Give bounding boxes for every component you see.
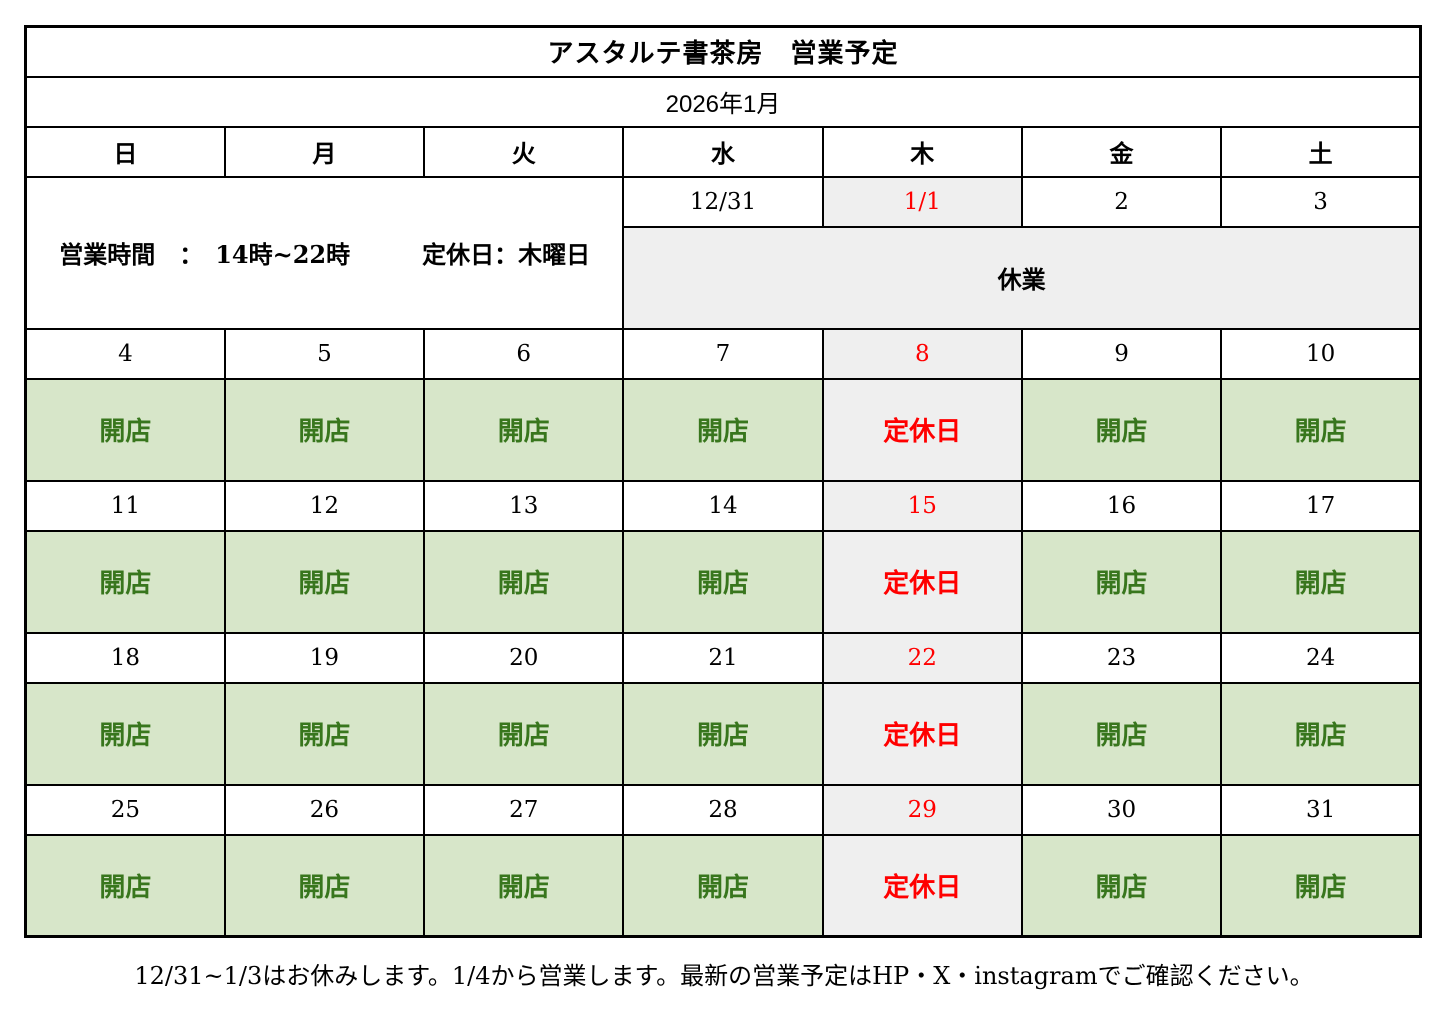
date-cell: 16 [1020, 479, 1223, 532]
status-cell-closed: 定休日 [821, 377, 1023, 482]
date-cell: 5 [223, 327, 426, 380]
status-cell-open: 開店 [1220, 681, 1422, 786]
status-cell-open: 開店 [1220, 529, 1422, 634]
date-cell: 13 [423, 479, 625, 532]
status-cell-open: 開店 [1020, 377, 1223, 482]
date-cell: 2 [1020, 175, 1223, 228]
date-cell: 23 [1020, 631, 1223, 684]
date-cell: 28 [622, 783, 824, 836]
business-info: 営業時間 ： 14時~22時 定休日：木曜日 [24, 175, 625, 330]
status-cell-open: 開店 [223, 833, 426, 938]
day-header-fri: 金 [1020, 125, 1223, 178]
status-cell-open: 開店 [423, 833, 625, 938]
date-cell: 17 [1220, 479, 1422, 532]
status-cell-closed: 定休日 [821, 681, 1023, 786]
status-cell-open: 開店 [24, 529, 226, 634]
day-header-sat: 土 [1220, 125, 1422, 178]
status-cell-open: 開店 [24, 377, 226, 482]
date-cell-thursday: 8 [821, 327, 1023, 380]
date-cell: 31 [1220, 783, 1422, 836]
date-cell-thursday: 1/1 [821, 175, 1023, 228]
status-cell-open: 開店 [24, 681, 226, 786]
status-cell-open: 開店 [622, 833, 824, 938]
date-cell: 9 [1020, 327, 1223, 380]
status-cell-open: 開店 [1020, 833, 1223, 938]
status-cell-open: 開店 [423, 681, 625, 786]
status-cell-open: 開店 [223, 377, 426, 482]
closed-span-cell: 休業 [622, 225, 1422, 330]
day-header-thu: 木 [821, 125, 1023, 178]
date-cell: 4 [24, 327, 226, 380]
date-cell: 26 [223, 783, 426, 836]
calendar-title: アスタルテ書茶房 営業予定 [24, 25, 1422, 78]
day-header-wed: 水 [622, 125, 824, 178]
status-cell-open: 開店 [622, 377, 824, 482]
status-cell-open: 開店 [423, 377, 625, 482]
footer-note: 12/31~1/3はお休みします。1/4から営業します。最新の営業予定はHP・X… [134, 961, 1314, 990]
date-cell: 12 [223, 479, 426, 532]
day-header-tue: 火 [423, 125, 625, 178]
status-cell-open: 開店 [1020, 529, 1223, 634]
schedule-calendar-table: アスタルテ書茶房 営業予定 2026年1月 日 月 火 水 木 金 土 営業時間… [24, 25, 1422, 938]
date-cell: 21 [622, 631, 824, 684]
date-cell-thursday: 22 [821, 631, 1023, 684]
status-cell-open: 開店 [223, 529, 426, 634]
status-cell-open: 開店 [423, 529, 625, 634]
date-cell: 19 [223, 631, 426, 684]
status-cell-open: 開店 [1220, 833, 1422, 938]
date-cell: 3 [1220, 175, 1422, 228]
date-cell-thursday: 15 [821, 479, 1023, 532]
date-cell: 24 [1220, 631, 1422, 684]
date-cell: 30 [1020, 783, 1223, 836]
date-cell: 18 [24, 631, 226, 684]
status-cell-open: 開店 [1020, 681, 1223, 786]
day-header-mon: 月 [223, 125, 426, 178]
status-cell-closed: 定休日 [821, 529, 1023, 634]
status-cell-open: 開店 [223, 681, 426, 786]
status-cell-open: 開店 [622, 529, 824, 634]
date-cell: 20 [423, 631, 625, 684]
date-cell: 27 [423, 783, 625, 836]
date-cell-thursday: 29 [821, 783, 1023, 836]
date-cell: 7 [622, 327, 824, 380]
status-cell-open: 開店 [622, 681, 824, 786]
date-cell: 6 [423, 327, 625, 380]
date-cell: 14 [622, 479, 824, 532]
month-label: 2026年1月 [24, 75, 1422, 128]
date-cell: 10 [1220, 327, 1422, 380]
date-cell: 12/31 [622, 175, 824, 228]
status-cell-open: 開店 [24, 833, 226, 938]
date-cell: 25 [24, 783, 226, 836]
status-cell-open: 開店 [1220, 377, 1422, 482]
date-cell: 11 [24, 479, 226, 532]
status-cell-closed: 定休日 [821, 833, 1023, 938]
day-header-sun: 日 [24, 125, 226, 178]
